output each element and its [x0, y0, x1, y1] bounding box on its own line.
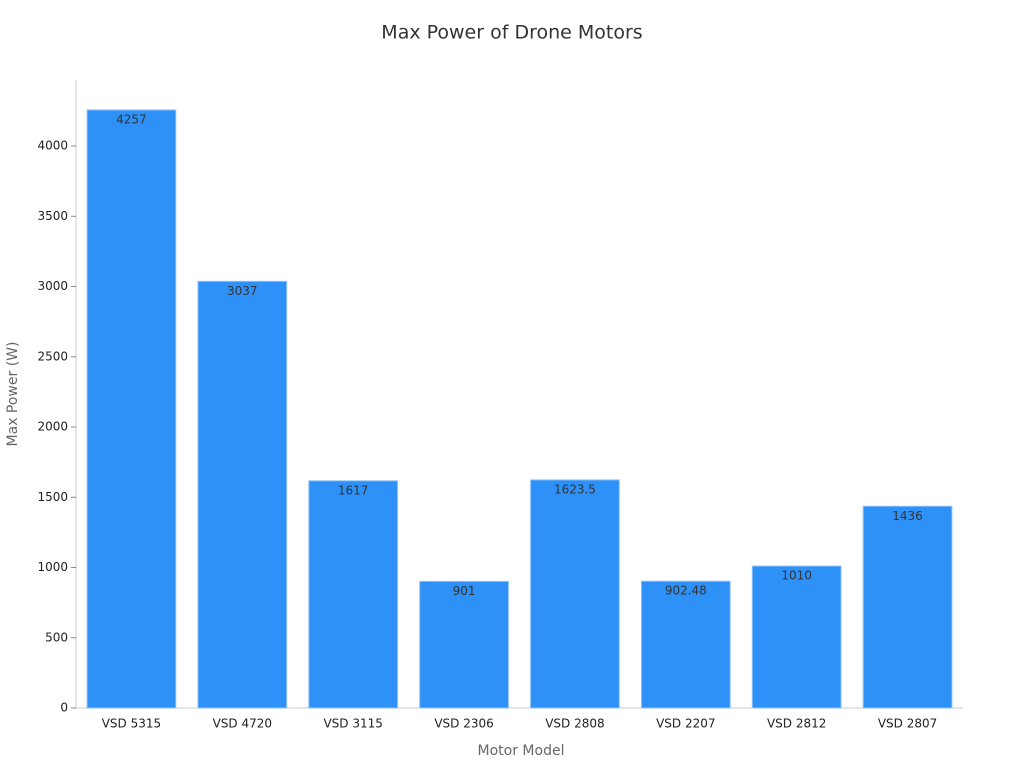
x-tick-label: VSD 5315 [102, 717, 161, 731]
x-axis-label: Motor Model [478, 743, 565, 759]
chart-title: Max Power of Drone Motors [381, 22, 642, 44]
bar [862, 505, 953, 709]
bar [751, 565, 842, 709]
data-label: 1436 [892, 509, 923, 523]
bar [530, 479, 620, 709]
data-label: 1617 [338, 483, 369, 497]
y-tick-label: 2500 [37, 349, 68, 363]
bar [419, 580, 509, 709]
y-tick-label: 4000 [37, 139, 68, 153]
bar [308, 480, 399, 709]
data-label: 901 [453, 584, 476, 598]
bar [197, 280, 288, 709]
x-tick-label: VSD 2812 [767, 717, 826, 731]
x-tick-label: VSD 2808 [545, 717, 604, 731]
x-tick-label: VSD 4720 [213, 717, 272, 731]
data-label: 1010 [781, 569, 812, 583]
bar [86, 109, 177, 709]
y-tick-label: 1500 [37, 490, 68, 504]
bar [640, 580, 731, 709]
y-tick-label: 3000 [37, 279, 68, 293]
data-label: 4257 [116, 112, 147, 126]
y-tick-label: 2000 [37, 420, 68, 434]
y-tick-label: 3500 [37, 209, 68, 223]
data-label: 902.48 [665, 584, 707, 598]
x-tick-label: VSD 3115 [323, 717, 382, 731]
y-tick-label: 1000 [37, 560, 68, 574]
x-tick-label: VSD 2807 [878, 717, 937, 731]
y-tick-label: 500 [45, 630, 68, 644]
y-tick-label: 0 [60, 701, 68, 715]
x-tick-label: VSD 2207 [656, 717, 715, 731]
x-tick-label: VSD 2306 [434, 717, 493, 731]
data-label: 1623.5 [554, 482, 596, 496]
data-label: 3037 [227, 284, 258, 298]
y-axis-label: Max Power (W) [5, 342, 21, 447]
